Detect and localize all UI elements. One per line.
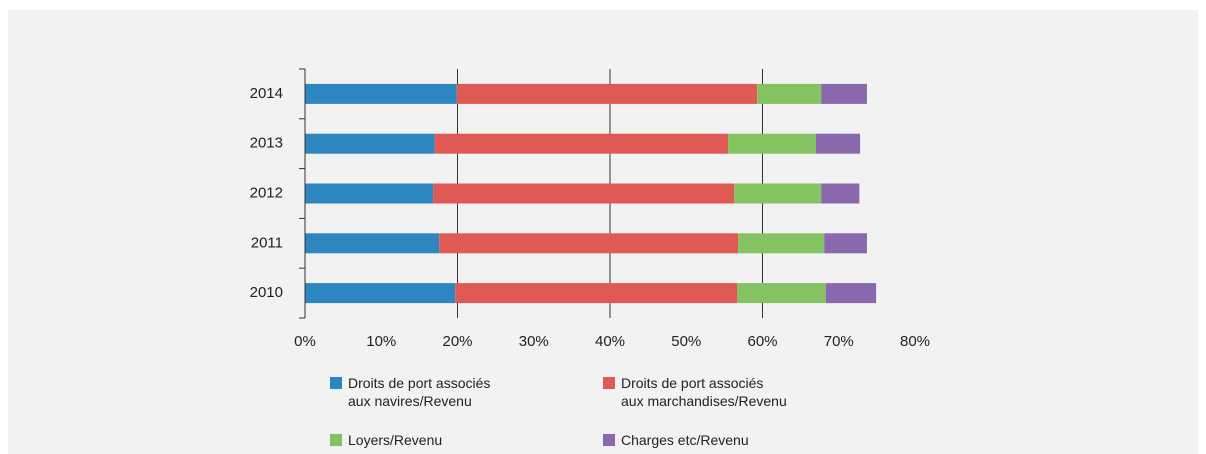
legend-item: Droits de port associés aux navires/Reve… <box>330 374 490 410</box>
bar-segment <box>455 283 738 304</box>
x-tick-label: 0% <box>294 333 316 350</box>
legend-item: Droits de port associés aux marchandises… <box>603 374 787 410</box>
legend-swatch <box>603 434 615 446</box>
bar-segment <box>439 233 739 254</box>
x-tick-label: 50% <box>671 333 701 350</box>
legend-label: Droits de port associés aux navires/Reve… <box>348 375 491 409</box>
bar-segment <box>821 83 867 104</box>
bar-segment <box>456 83 758 104</box>
bar-segment <box>825 283 877 304</box>
bar-segment <box>305 83 457 104</box>
bar-segment <box>734 183 822 204</box>
x-tick-label: 30% <box>519 333 549 350</box>
bar-segment <box>738 233 825 254</box>
legend-label: Droits de port associés aux marchandises… <box>621 375 787 409</box>
x-tick-label: 40% <box>595 333 625 350</box>
y-tick-label: 2010 <box>250 284 283 301</box>
x-tick-label: 80% <box>900 333 930 350</box>
legend-swatch <box>330 377 342 389</box>
y-tick-label: 2014 <box>250 85 283 102</box>
bar-segment <box>815 133 861 154</box>
legend-label: Loyers/Revenu <box>348 432 443 448</box>
legend-swatch <box>330 434 342 446</box>
x-tick-label: 10% <box>366 333 396 350</box>
x-tick-label: 60% <box>747 333 777 350</box>
y-tick-label: 2012 <box>250 184 283 201</box>
bar-segment <box>305 233 440 254</box>
bar-segment <box>757 83 822 104</box>
bar-segment <box>737 283 826 304</box>
legend-item: Loyers/Revenu <box>330 431 442 449</box>
bar-segment <box>305 183 434 204</box>
x-tick-label: 70% <box>824 333 854 350</box>
x-tick-label: 20% <box>442 333 472 350</box>
bar-segment <box>305 283 456 304</box>
bar-segment <box>824 233 867 254</box>
bar-segment <box>305 133 435 154</box>
legend-item: Charges etc/Revenu <box>603 431 749 449</box>
y-tick-label: 2013 <box>250 135 283 152</box>
legend-swatch <box>603 377 615 389</box>
legend-label: Charges etc/Revenu <box>621 432 749 448</box>
bar-segment <box>433 183 735 204</box>
bar-segment <box>821 183 860 204</box>
bar-segment <box>728 133 816 154</box>
y-tick-label: 2011 <box>251 234 283 251</box>
bar-segment <box>434 133 729 154</box>
